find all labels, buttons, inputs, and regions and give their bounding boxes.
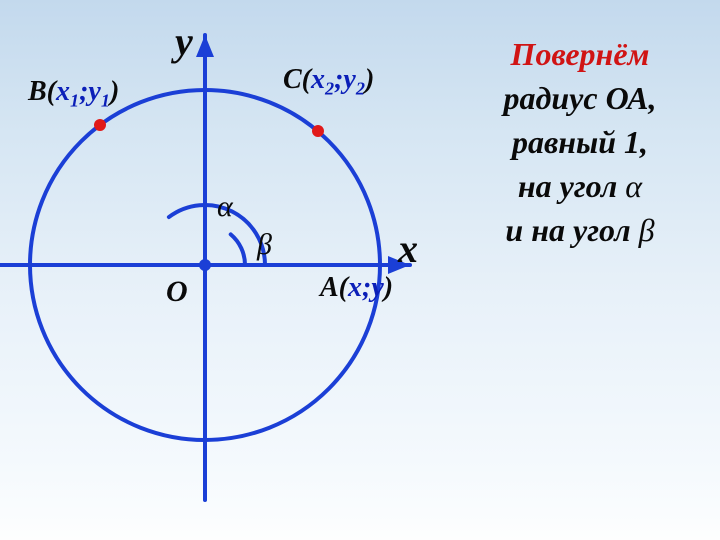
point-label-C: С(х2;у2): [283, 64, 374, 100]
label-x: х: [398, 225, 418, 272]
point-label-B: В(х1;у1): [28, 76, 119, 112]
point-C-dot: [312, 125, 324, 137]
diagram-stage: у х Оαβ А(х;у) В(х1;у1) С(х2;у2) Повернёмрадиу…: [0, 0, 720, 540]
label-alpha: α: [217, 190, 233, 224]
center-dot: [199, 259, 211, 271]
label-beta: β: [257, 228, 272, 262]
point-label-A: А(х;у): [320, 272, 393, 304]
beta-arc: [231, 234, 245, 265]
label-y: у: [175, 18, 193, 65]
caption-text: Повернёмрадиус ОА,равный 1,на угол αи на…: [440, 32, 720, 252]
label-O: О: [166, 275, 188, 309]
point-B-dot: [94, 119, 106, 131]
